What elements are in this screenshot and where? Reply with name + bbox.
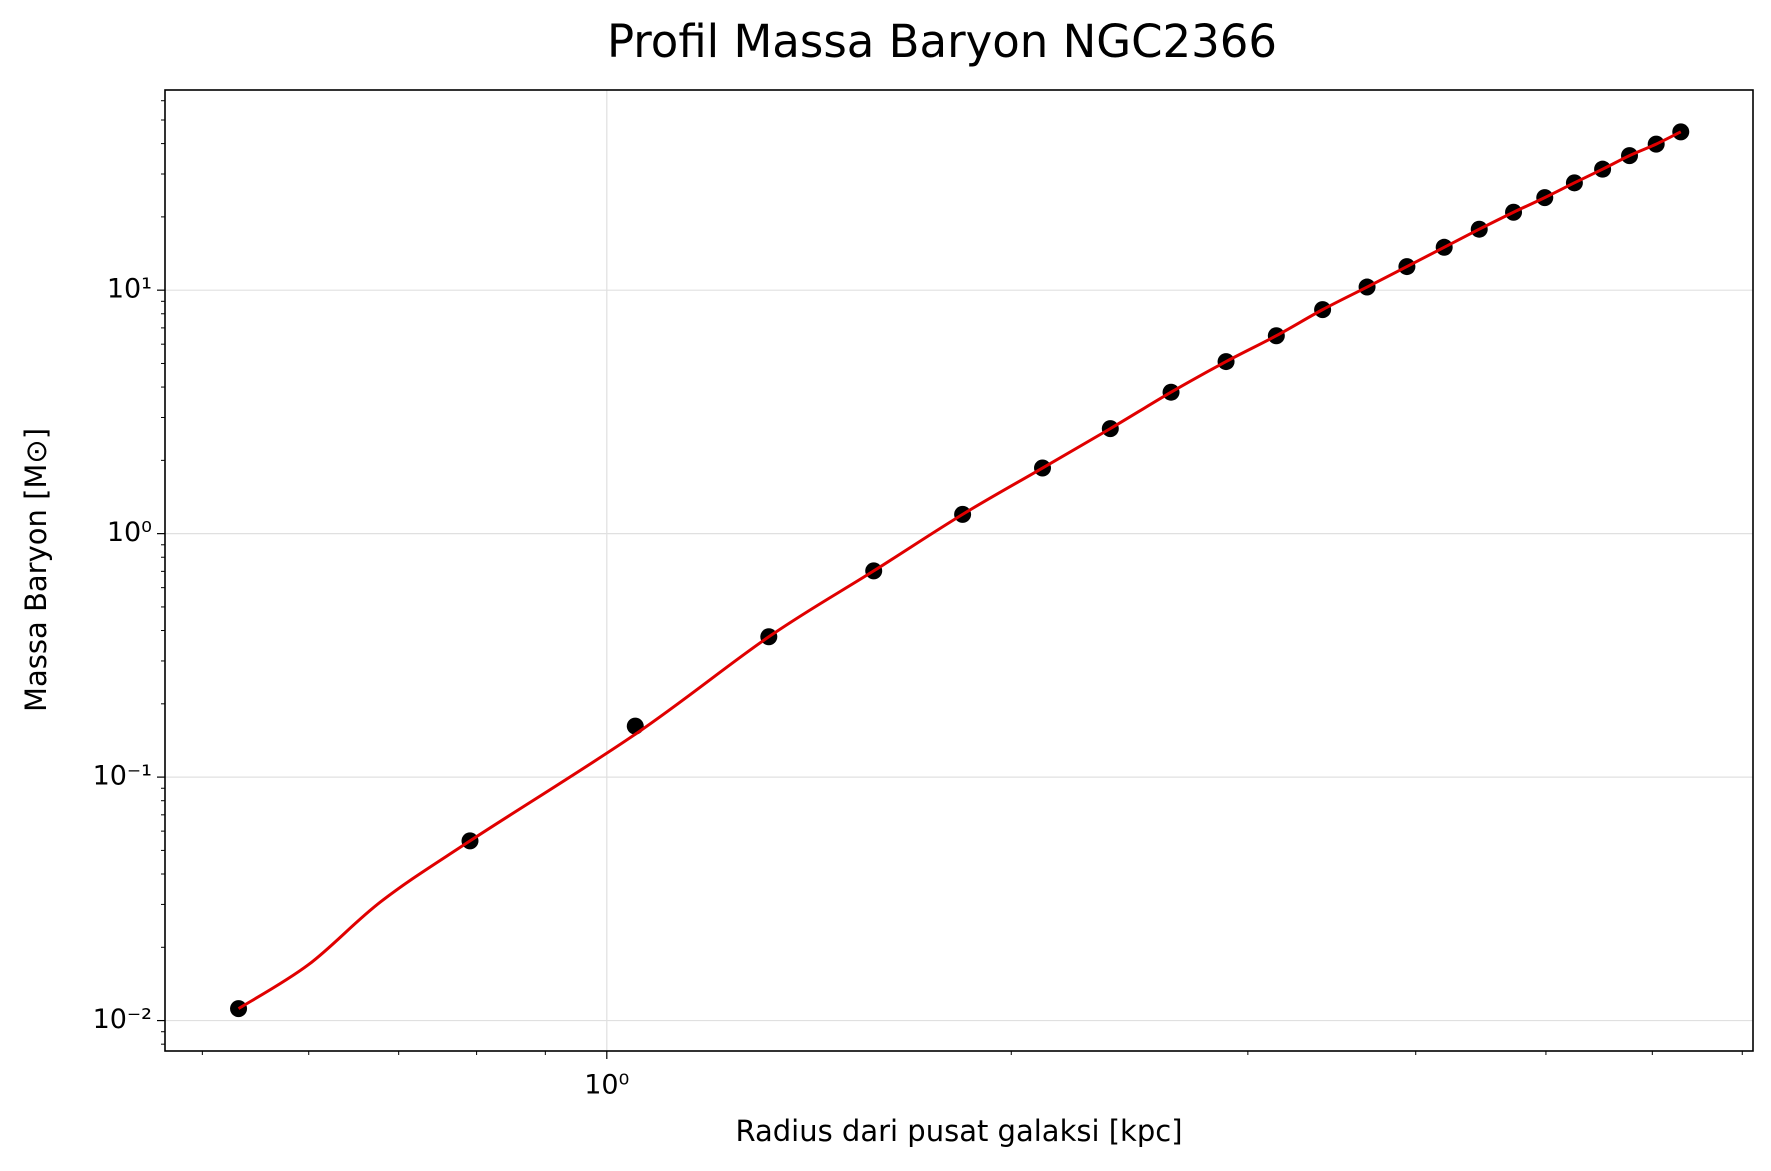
data-point <box>626 717 644 735</box>
y-tick-label: 10⁰ <box>107 517 152 548</box>
x-tick-label: 10⁰ <box>584 1070 629 1101</box>
x-axis-label: Radius dari pusat galaksi [kpc] <box>735 1114 1182 1148</box>
y-tick-label: 10⁻² <box>93 1004 152 1035</box>
y-tick-label: 10⁻¹ <box>93 761 152 792</box>
y-axis-label: Massa Baryon [M⊙] <box>19 428 53 712</box>
y-tick-label: 10¹ <box>107 274 152 305</box>
chart-title: Profil Massa Baryon NGC2366 <box>607 15 1277 68</box>
fit-line <box>237 130 1682 1010</box>
plot-frame <box>164 89 1754 1052</box>
